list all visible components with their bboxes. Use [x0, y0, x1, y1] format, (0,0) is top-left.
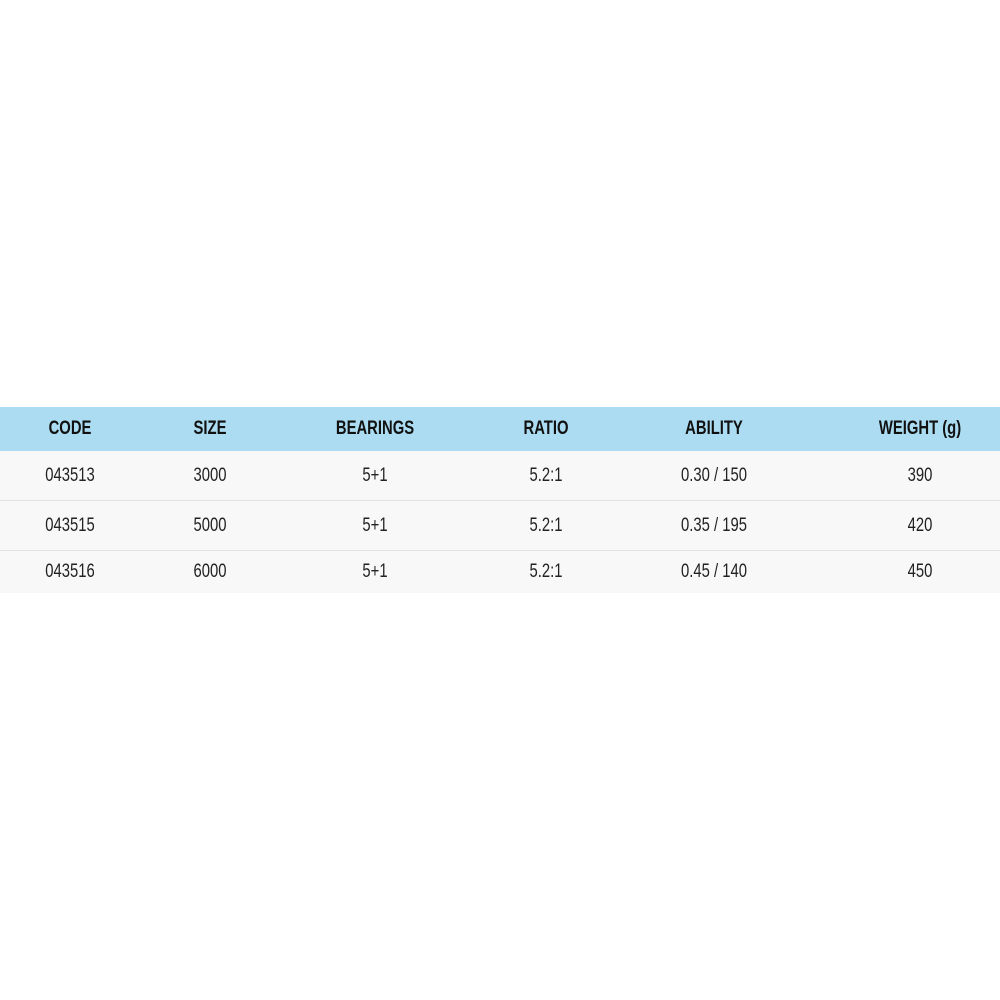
table-row: 043515 5000 5+1 5.2:1 0.35 / 195 420 [0, 501, 1000, 551]
cell-bearings: 5+1 [362, 561, 388, 582]
cell-weight: 390 [907, 464, 933, 486]
header-size: SIZE [193, 418, 227, 439]
header-ratio: RATIO [523, 418, 569, 439]
cell-ratio: 5.2:1 [529, 464, 563, 486]
cell-weight: 420 [907, 514, 933, 536]
cell-ratio: 5.2:1 [529, 561, 563, 582]
header-weight: WEIGHT (g) [878, 418, 962, 439]
cell-code: 043513 [45, 464, 95, 486]
cell-ability: 0.30 / 150 [681, 464, 747, 486]
cell-size: 6000 [193, 561, 227, 582]
header-ability: ABILITY [685, 418, 743, 439]
table-row: 043513 3000 5+1 5.2:1 0.30 / 150 390 [0, 451, 1000, 501]
table-row: 043516 6000 5+1 5.2:1 0.45 / 140 450 [0, 551, 1000, 593]
cell-bearings: 5+1 [362, 514, 388, 536]
table-header: CODE SIZE BEARINGS RATIO ABILITY WEIGHT … [0, 407, 1000, 451]
spec-table: CODE SIZE BEARINGS RATIO ABILITY WEIGHT … [0, 407, 1000, 593]
cell-ability: 0.45 / 140 [681, 561, 747, 582]
header-bearings: BEARINGS [335, 418, 415, 439]
cell-bearings: 5+1 [362, 464, 388, 486]
header-code: CODE [48, 418, 92, 439]
cell-code: 043515 [45, 514, 95, 536]
cell-weight: 450 [907, 561, 933, 582]
cell-size: 5000 [193, 514, 227, 536]
cell-code: 043516 [45, 561, 95, 582]
cell-ratio: 5.2:1 [529, 514, 563, 536]
cell-size: 3000 [193, 464, 227, 486]
cell-ability: 0.35 / 195 [681, 514, 747, 536]
